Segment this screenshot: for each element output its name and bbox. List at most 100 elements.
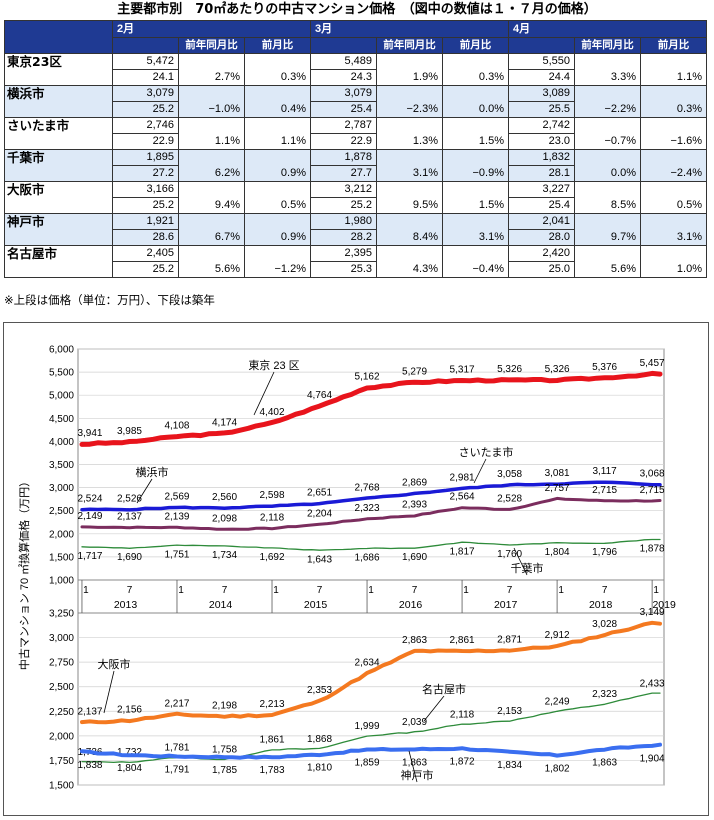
data-label: 1,781 [164,742,189,753]
x-month-tick: 1 [653,585,659,596]
mom-cell: 0.9% [244,213,311,246]
data-label: 3,081 [545,468,570,479]
chart-frame: 6,000 5,500 5,000 4,500 4,000 3,500 3,000 2,500… [3,322,709,816]
data-label: 1,796 [592,547,617,558]
series-name-label: 東京 23 区 [248,358,299,372]
data-label: 3,117 [592,466,617,477]
city-cell: 東京23区 [4,53,113,86]
data-label: 2,560 [212,492,237,503]
table-row: 千葉市 1,895 6.2% 0.9% 1,878 3.1% −0.9% 1,832 0.0% −… [4,149,707,182]
table-row: さいたま市 2,746 1.1% 1.1% 2,787 1.3% 1.5% 2,742 −0.7… [4,117,707,150]
mom-cell: −2.4% [640,149,707,182]
price-cell: 5,550 [508,53,575,70]
table-row: 大阪市 3,166 9.4% 0.5% 3,212 9.5% 1.5% 3,227 8.5% 0.… [4,181,707,214]
age-cell: 25.5 [508,101,575,118]
series-line [81,538,661,551]
data-label: 2,869 [402,478,427,489]
data-label: 2,569 [164,492,189,503]
data-label: 2,149 [77,511,102,522]
price-cell: 1,921 [112,213,179,230]
data-label: 1,751 [164,549,189,560]
series-line [80,620,662,725]
table-row: 東京23区 5,472 2.7% 0.3% 5,489 1.9% 0.3% 5,550 3.3%… [4,53,707,86]
data-label: 5,317 [450,365,475,376]
data-label: 1,734 [212,550,237,561]
data-label: 4,108 [164,420,189,431]
label-leader [423,695,445,722]
age-cell: 24.1 [112,69,179,86]
table-row: 25.2 25.3 25.0 [5,261,707,278]
price-cell: 2,746 [112,117,179,134]
series-name-label: 横浜市 [136,465,169,479]
y-axis-label: 中古マンション 70 ㎡換算価格（万円） [17,476,31,670]
x-month-tick: 7 [602,585,608,596]
yoy-cell: 1.3% [376,117,443,150]
x-month-tick: 1 [273,585,279,596]
series-line [80,480,662,512]
data-label: 2,861 [450,635,475,646]
yoy-cell: 5.6% [178,245,245,278]
yoy-cell: 0.0% [574,149,641,182]
age-cell: 25.2 [112,101,179,118]
age-cell: 28.6 [112,229,179,246]
data-label: 5,162 [355,372,380,383]
mom-cell: 1.1% [244,117,311,150]
y-tick-label: 2,000 [49,529,74,540]
y-tick-label: 3,500 [49,460,74,471]
y-tick-label: 2,250 [49,707,74,718]
city-cell: 大阪市 [4,181,113,214]
data-label: 1,791 [164,764,189,775]
data-label: 2,353 [307,685,332,696]
age-cell: 28.0 [508,229,575,246]
data-label: 1,690 [117,552,142,563]
y-tick-label: 3,250 [49,609,74,620]
price-cell: 5,472 [112,53,179,70]
price-cell: 3,212 [310,181,377,198]
price-cell: 2,787 [310,117,377,134]
series-line [80,742,662,760]
y-tick-label: 4,500 [49,414,74,425]
yoy-cell: 9.7% [574,213,641,246]
data-label: 3,058 [497,469,522,480]
yoy-cell: 8.4% [376,213,443,246]
data-label: 1,717 [77,551,102,562]
data-label: 1,785 [212,765,237,776]
price-cell: 2,742 [508,117,575,134]
data-label: 2,528 [497,493,522,504]
data-label: 2,981 [450,472,475,483]
series-line [79,370,663,447]
data-label: 2,323 [355,503,380,514]
data-label: 1,783 [259,765,284,776]
series-line [80,496,662,531]
y-tick-label: 2,500 [49,506,74,517]
data-label: 1,817 [450,546,475,557]
y-tick-label: 1,000 [49,576,74,587]
price-cell: 5,489 [310,53,377,70]
yoy-cell: 6.7% [178,213,245,246]
mom-cell: 0.5% [244,181,311,214]
mom-cell: −1.6% [640,117,707,150]
data-label: 1,802 [545,763,570,774]
data-label: 1,732 [117,747,142,758]
y-tick-label: 5,500 [49,368,74,379]
age-cell: 25.2 [310,197,377,214]
data-label: 2,393 [402,500,427,511]
data-label: 5,376 [592,362,617,373]
age-cell: 25.4 [310,101,377,118]
data-label: 1,758 [212,745,237,756]
data-label: 2,433 [640,678,665,689]
mom-cell: 1.5% [442,181,509,214]
data-label: 2,598 [259,490,284,501]
data-label: 1,760 [497,549,522,560]
data-label: 2,871 [497,634,522,645]
yoy-cell: 3.3% [574,53,641,86]
mom-cell: 1.0% [640,245,707,278]
price-cell: 3,079 [112,85,179,102]
data-label: 4,174 [212,417,237,428]
data-label: 1,868 [307,734,332,745]
age-cell: 22.9 [112,133,179,150]
y-tick-label: 1,500 [49,552,74,563]
age-cell: 25.3 [310,261,377,278]
data-label: 1,804 [545,547,570,558]
mom-cell: 1.5% [442,117,509,150]
